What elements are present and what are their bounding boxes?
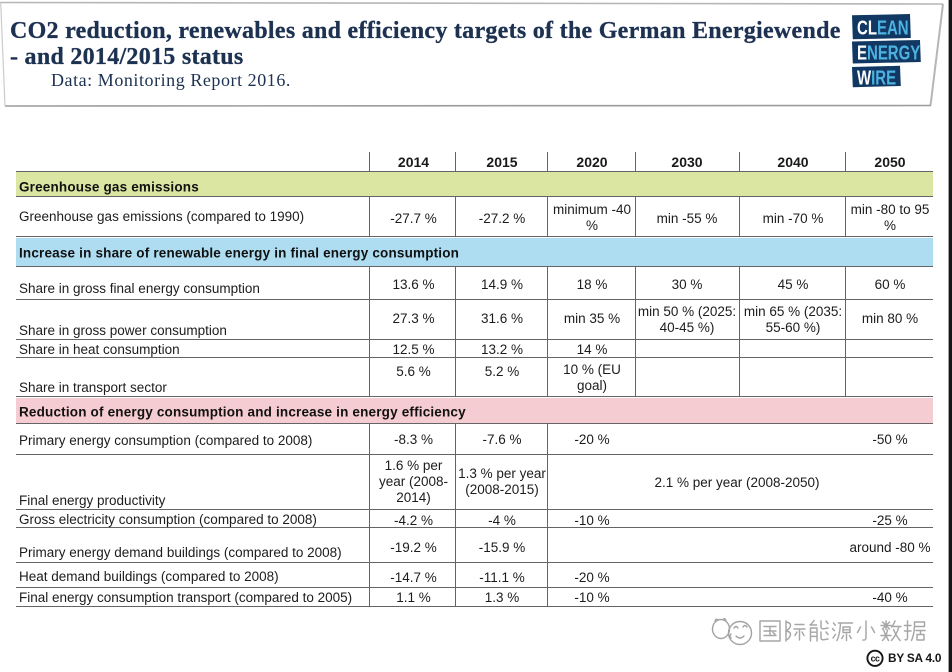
svg-text:cc: cc xyxy=(871,654,880,664)
svg-text:WIRE: WIRE xyxy=(857,66,896,89)
svg-text:ENERGY: ENERGY xyxy=(857,41,920,64)
svg-text:CLEAN: CLEAN xyxy=(857,16,909,39)
